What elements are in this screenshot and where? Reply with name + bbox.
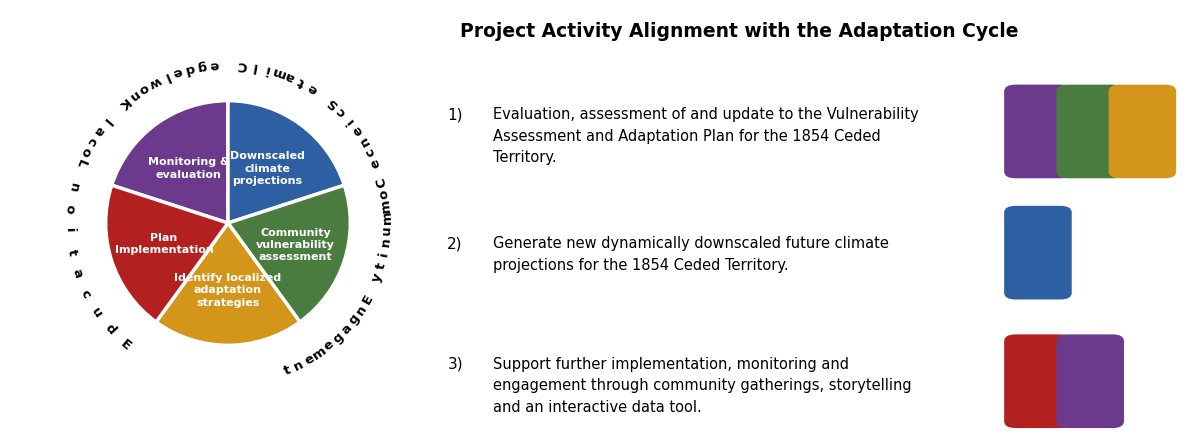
FancyBboxPatch shape — [1004, 334, 1072, 428]
Text: d: d — [184, 61, 196, 76]
Text: e: e — [322, 338, 337, 354]
Text: c: c — [78, 287, 94, 300]
Text: E: E — [118, 337, 133, 353]
Text: a: a — [338, 321, 354, 337]
Text: Identify localized
adaptation
strategies: Identify localized adaptation strategies — [174, 273, 282, 308]
Text: E: E — [360, 292, 376, 306]
Text: n: n — [356, 134, 372, 149]
Wedge shape — [106, 185, 228, 322]
Text: 2): 2) — [448, 236, 463, 252]
Text: m: m — [310, 344, 329, 362]
Text: d: d — [102, 322, 118, 338]
Wedge shape — [228, 101, 344, 223]
Wedge shape — [112, 101, 228, 223]
Text: a: a — [91, 123, 107, 138]
Text: i: i — [343, 115, 356, 127]
Text: g: g — [347, 312, 362, 327]
Text: m: m — [270, 64, 287, 81]
Text: a: a — [70, 267, 85, 280]
Text: o: o — [78, 145, 94, 159]
Text: t: t — [65, 248, 79, 256]
Text: C: C — [374, 176, 389, 188]
Text: i: i — [62, 228, 76, 233]
Text: l: l — [100, 115, 113, 127]
Text: Downscaled
climate
projections: Downscaled climate projections — [230, 151, 305, 186]
Text: i: i — [377, 250, 391, 257]
Text: e: e — [302, 352, 317, 368]
Text: u: u — [380, 225, 394, 235]
Text: S: S — [324, 95, 341, 111]
Text: l: l — [161, 70, 170, 83]
Text: c: c — [362, 145, 378, 158]
FancyBboxPatch shape — [1056, 334, 1124, 428]
Text: i: i — [263, 62, 270, 75]
Text: l: l — [251, 59, 258, 73]
Text: e: e — [305, 80, 319, 96]
Text: Evaluation, assessment of and update to the Vulnerability
Assessment and Adaptat: Evaluation, assessment of and update to … — [493, 107, 919, 165]
Text: Community
vulnerability
assessment: Community vulnerability assessment — [256, 227, 335, 262]
Wedge shape — [228, 185, 350, 322]
FancyBboxPatch shape — [1004, 206, 1072, 299]
Text: e: e — [367, 157, 383, 170]
Text: Monitoring &
evaluation: Monitoring & evaluation — [148, 157, 229, 180]
Text: C: C — [236, 58, 247, 71]
Text: a: a — [283, 69, 296, 84]
Text: e: e — [172, 65, 184, 80]
Text: c: c — [334, 104, 349, 119]
Text: n: n — [292, 358, 306, 373]
Text: c: c — [84, 134, 100, 148]
Text: Plan
Implementation: Plan Implementation — [115, 233, 214, 255]
Text: t: t — [295, 75, 307, 89]
Text: 1): 1) — [448, 107, 463, 122]
Text: n: n — [353, 302, 370, 317]
Text: u: u — [89, 305, 104, 320]
Text: L: L — [73, 157, 88, 170]
Text: Generate new dynamically downscaled future climate
projections for the 1854 Cede: Generate new dynamically downscaled futu… — [493, 236, 889, 273]
Text: o: o — [62, 204, 77, 214]
Text: t: t — [374, 261, 389, 270]
Text: m: m — [379, 198, 394, 213]
Text: o: o — [377, 188, 391, 199]
Text: n: n — [379, 236, 392, 248]
Text: w: w — [146, 73, 163, 91]
Text: o: o — [137, 80, 151, 96]
Text: 3): 3) — [448, 357, 463, 372]
Text: e: e — [209, 58, 220, 71]
Text: m: m — [380, 211, 394, 225]
Text: g: g — [196, 59, 208, 73]
Text: K: K — [115, 95, 132, 111]
FancyBboxPatch shape — [1004, 85, 1072, 178]
Text: t: t — [282, 363, 293, 378]
Text: e: e — [349, 123, 365, 138]
Text: Project Activity Alignment with the Adaptation Cycle: Project Activity Alignment with the Adap… — [460, 22, 1019, 41]
Text: y: y — [370, 271, 385, 284]
FancyBboxPatch shape — [1109, 85, 1176, 178]
Text: n: n — [66, 181, 80, 193]
Text: g: g — [330, 330, 346, 346]
FancyBboxPatch shape — [1056, 85, 1124, 178]
Text: n: n — [126, 87, 142, 103]
Text: Support further implementation, monitoring and
engagement through community gath: Support further implementation, monitori… — [493, 357, 912, 415]
Wedge shape — [156, 223, 300, 345]
